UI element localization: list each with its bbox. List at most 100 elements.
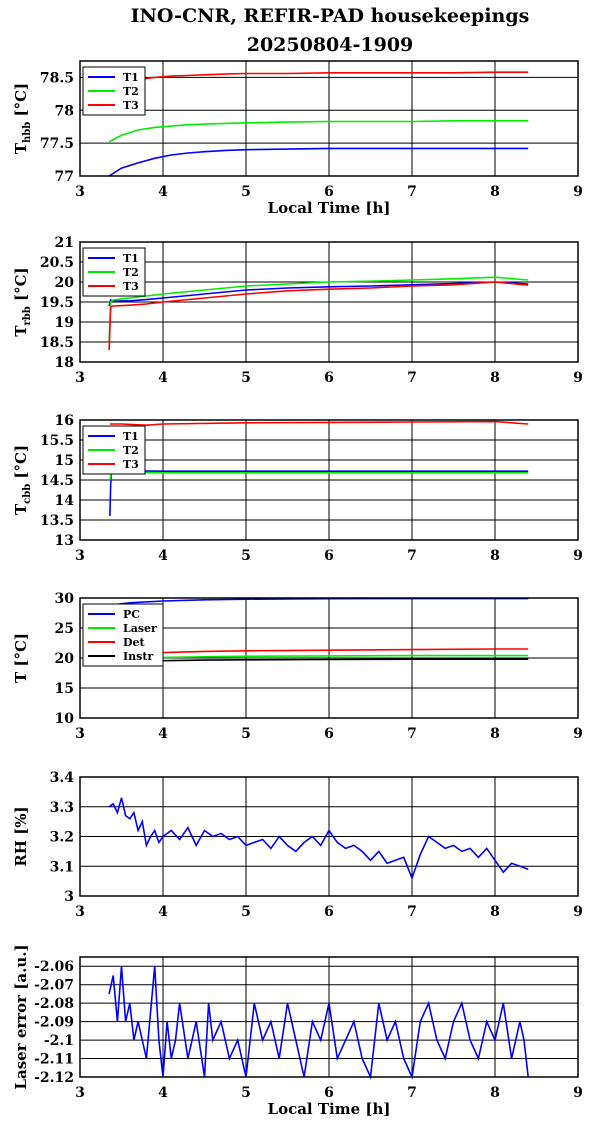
y-tick-label: 20.5 bbox=[40, 255, 74, 271]
x-tick-label: 5 bbox=[241, 904, 251, 920]
x-tick-label: 3 bbox=[75, 370, 85, 386]
plot-frame bbox=[79, 956, 579, 1078]
chart-title-line1: INO-CNR, REFIR-PAD housekeepings bbox=[131, 5, 530, 27]
y-tick-label: -2.12 bbox=[34, 1070, 74, 1086]
y-tick-label: 15 bbox=[55, 453, 74, 469]
x-tick-label: 4 bbox=[158, 904, 168, 920]
x-tick-label: 9 bbox=[573, 904, 583, 920]
y-tick-label: 18.5 bbox=[40, 335, 74, 351]
series-line-t1 bbox=[108, 147, 529, 177]
x-tick-label: 6 bbox=[324, 726, 334, 742]
x-tick-label: 9 bbox=[573, 548, 583, 564]
x-tick-label: 4 bbox=[158, 1085, 168, 1101]
series-line-t1 bbox=[109, 469, 529, 517]
series-line-t3 bbox=[108, 71, 529, 85]
y-tick-label: 15.5 bbox=[40, 433, 74, 449]
x-tick-label: 6 bbox=[324, 184, 334, 200]
series-line-t2 bbox=[108, 276, 529, 343]
x-tick-label: 8 bbox=[490, 726, 500, 742]
y-tick-label: 77.5 bbox=[40, 136, 74, 152]
y-axis-label-subscript: rbb bbox=[22, 306, 33, 325]
x-axis-label: Local Time [h] bbox=[268, 199, 391, 217]
y-tick-label: -2.1 bbox=[44, 1033, 74, 1049]
y-tick-label: 3.2 bbox=[50, 830, 74, 846]
x-tick-label: 7 bbox=[407, 548, 417, 564]
legend-entry: Det bbox=[123, 636, 146, 649]
y-tick-label: 25 bbox=[55, 621, 74, 637]
panel-6: -2.12 -2.11 -2.1 -2.09 -2.08 -2.07 -2.06 3 4 5 6 7 8… bbox=[12, 944, 583, 1118]
x-tick-label: 3 bbox=[75, 1085, 85, 1101]
y-tick-label: 15 bbox=[55, 681, 74, 697]
x-tick-label: 7 bbox=[407, 904, 417, 920]
y-tick-label: -2.11 bbox=[34, 1052, 74, 1068]
panel-3: 13 13.5 14 14.5 15 15.5 16 3 4 5 6 7 8 9 Tcbb [°C] T1T2… bbox=[12, 413, 583, 564]
chart-title-line2: 20250804-1909 bbox=[247, 34, 414, 56]
x-tick-label: 8 bbox=[490, 548, 500, 564]
plot-frame bbox=[79, 241, 579, 363]
plot-frame bbox=[79, 60, 579, 177]
x-axis-label: Local Time [h] bbox=[268, 1100, 391, 1118]
y-tick-label: 3.4 bbox=[50, 770, 75, 786]
legend-entry: Instr bbox=[123, 650, 153, 663]
y-tick-label: 13.5 bbox=[40, 513, 74, 529]
legend-entry: T3 bbox=[123, 99, 139, 112]
y-tick-label: 30 bbox=[55, 591, 75, 607]
y-axis-label: Trbb [°C] bbox=[12, 267, 33, 336]
x-tick-label: 9 bbox=[573, 1085, 583, 1101]
legend-entry: T2 bbox=[123, 266, 139, 279]
y-axis-label-subscript: cbb bbox=[22, 484, 33, 504]
y-tick-label: 19 bbox=[55, 315, 74, 331]
panel-2: 18 18.5 19 19.5 20 20.5 21 3 4 5 6 7 8 9 Trbb [°C] T1T2… bbox=[12, 235, 583, 386]
plot-frame bbox=[79, 776, 579, 897]
y-axis-label: Thbb [°C] bbox=[12, 83, 33, 154]
series-line-t2 bbox=[109, 471, 529, 481]
x-tick-label: 7 bbox=[407, 726, 417, 742]
series-line-t1 bbox=[108, 281, 529, 307]
legend-entry: T1 bbox=[123, 252, 139, 265]
x-tick-label: 7 bbox=[407, 184, 417, 200]
x-tick-label: 3 bbox=[75, 904, 85, 920]
legend-entry: PC bbox=[123, 608, 140, 621]
x-tick-label: 5 bbox=[241, 1085, 251, 1101]
x-tick-label: 5 bbox=[241, 370, 251, 386]
y-tick-label: 19.5 bbox=[40, 295, 74, 311]
legend-entry: T1 bbox=[123, 71, 139, 84]
y-tick-label: 20 bbox=[55, 275, 75, 291]
plot-frame bbox=[79, 597, 579, 719]
x-tick-label: 8 bbox=[490, 370, 500, 386]
x-tick-label: 3 bbox=[75, 548, 85, 564]
y-tick-label: -2.06 bbox=[34, 959, 74, 975]
legend-entry: Laser bbox=[123, 622, 157, 635]
y-tick-label: 3 bbox=[64, 889, 74, 905]
y-tick-label: 18 bbox=[55, 355, 74, 371]
y-tick-label: 3.3 bbox=[50, 800, 74, 816]
y-axis-label: T [°C] bbox=[12, 633, 30, 683]
x-tick-label: 8 bbox=[490, 184, 500, 200]
y-tick-label: 20 bbox=[55, 651, 75, 667]
y-tick-label: -2.07 bbox=[34, 978, 74, 994]
x-tick-label: 8 bbox=[490, 1085, 500, 1101]
x-tick-label: 5 bbox=[241, 184, 251, 200]
x-tick-label: 4 bbox=[158, 726, 168, 742]
series-line-pc bbox=[109, 597, 529, 606]
legend-entry: T3 bbox=[123, 280, 139, 293]
series-line-t2 bbox=[108, 120, 529, 143]
y-axis-label-subscript: hbb bbox=[22, 122, 33, 143]
legend-entry: T3 bbox=[123, 458, 139, 471]
y-tick-label: 78.5 bbox=[40, 70, 74, 86]
y-tick-label: 21 bbox=[55, 235, 74, 251]
y-tick-label: 3.1 bbox=[50, 859, 74, 875]
y-tick-label: 78 bbox=[55, 103, 74, 119]
y-axis-label: RH [%] bbox=[12, 806, 30, 866]
legend-entry: T1 bbox=[123, 430, 139, 443]
y-tick-label: 10 bbox=[55, 711, 75, 727]
y-tick-label: -2.09 bbox=[34, 1015, 74, 1031]
y-axis-label-unit: [°C] bbox=[12, 83, 30, 122]
y-tick-label: 16 bbox=[55, 413, 74, 429]
y-axis-label: Tcbb [°C] bbox=[12, 445, 33, 515]
